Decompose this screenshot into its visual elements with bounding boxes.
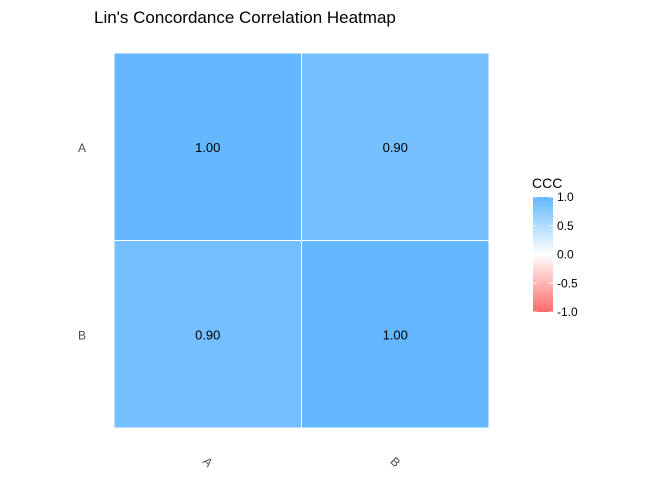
legend-tick-label: 1.0 <box>557 190 574 204</box>
cell-label: 0.90 <box>195 327 220 342</box>
x-tick-label: B <box>387 454 403 470</box>
x-tick-label: A <box>200 454 216 470</box>
heatmap-cell <box>301 240 490 429</box>
cell-label: 0.90 <box>383 140 408 155</box>
legend-colorbar <box>533 197 553 312</box>
y-tick-label: B <box>78 328 86 342</box>
chart-title: Lin's Concordance Correlation Heatmap <box>94 8 396 27</box>
legend-title: CCC <box>532 175 562 191</box>
cell-label: 1.00 <box>383 327 408 342</box>
legend-tick-label: -1.0 <box>557 305 578 319</box>
heatmap-cell <box>301 52 490 241</box>
y-tick-label: A <box>78 141 86 155</box>
legend-tick-label: -0.5 <box>557 276 578 290</box>
cell-label: 1.00 <box>195 140 220 155</box>
legend-tick-label: 0.0 <box>557 248 574 262</box>
legend-tick-label: 0.5 <box>557 219 574 233</box>
